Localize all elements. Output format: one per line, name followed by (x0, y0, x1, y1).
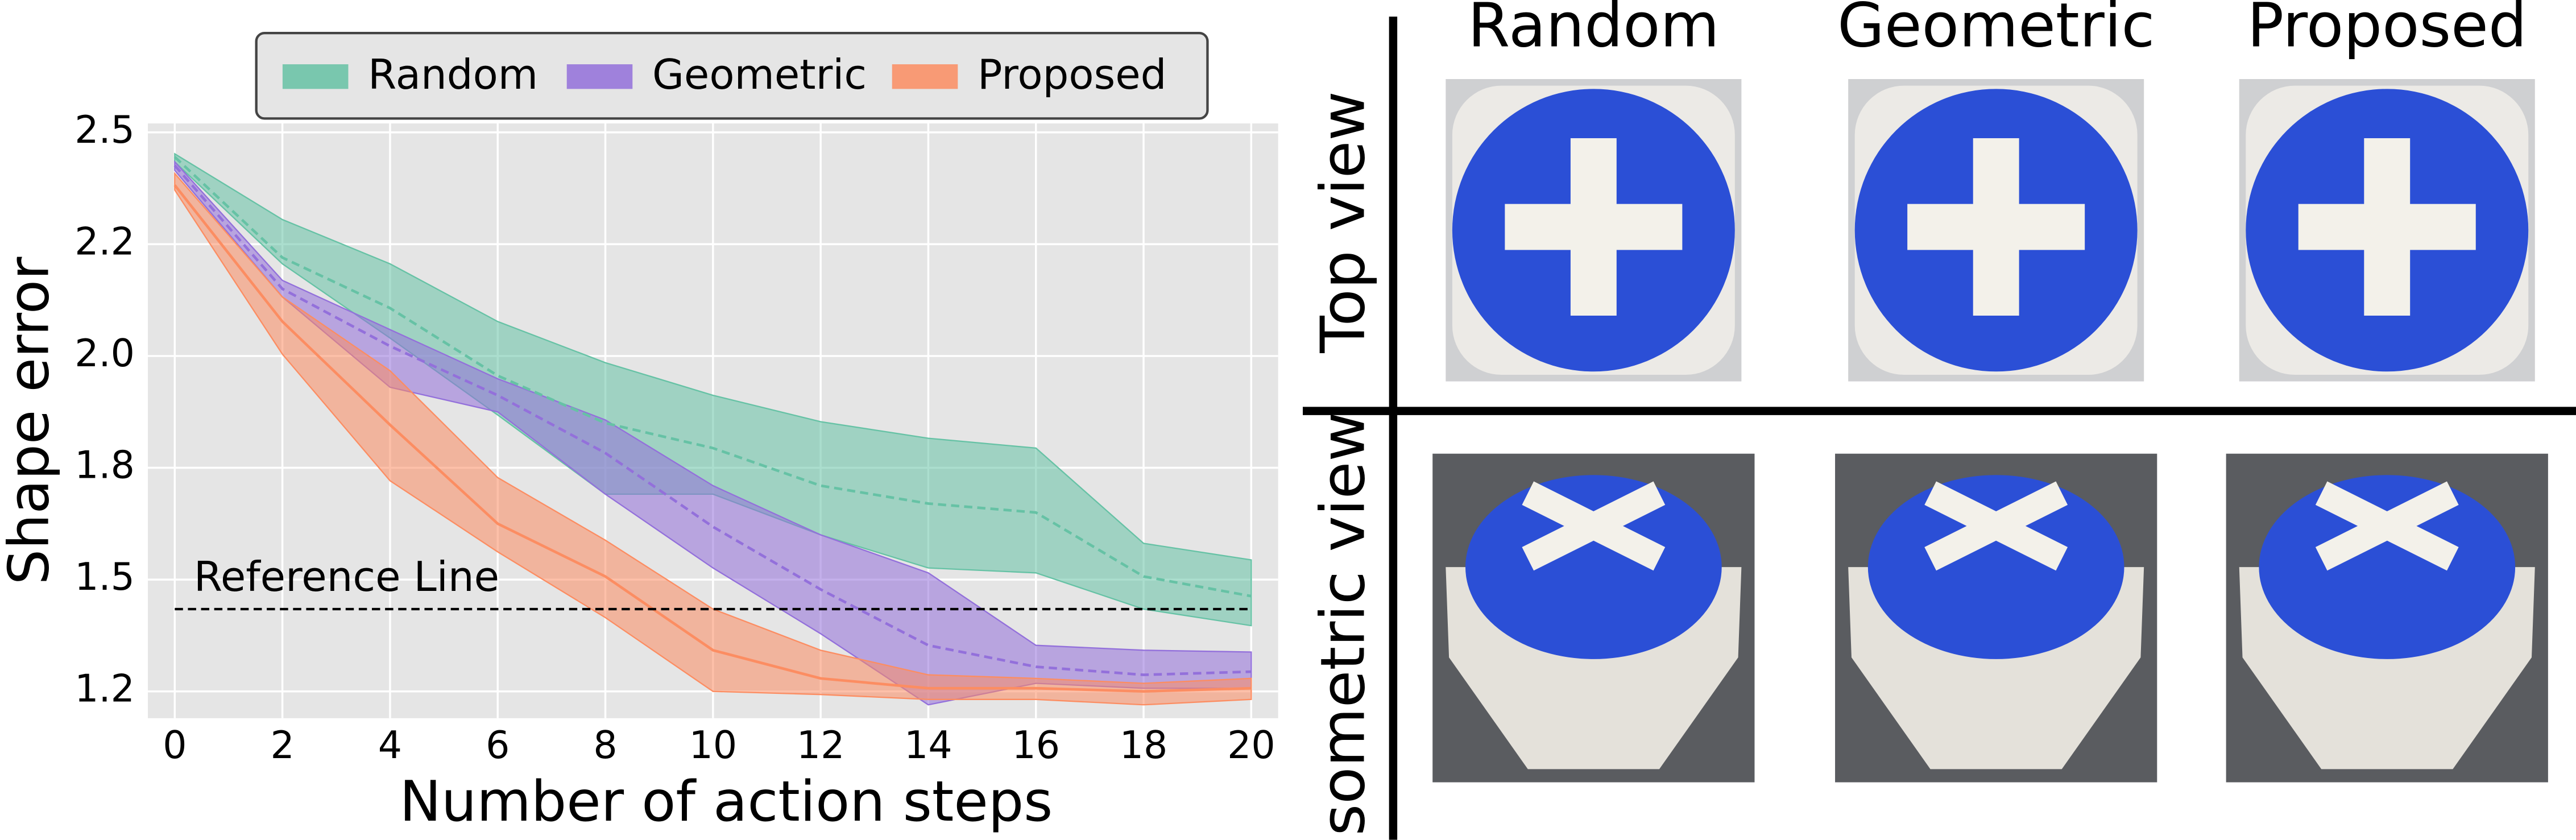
photo-part (1465, 475, 1722, 659)
row-header: Isometric view (1308, 412, 1378, 840)
photo-panel: Random Geometric Proposed Top view Isometric… (1303, 0, 2576, 840)
legend-swatch (892, 64, 958, 89)
x-tick-label: 20 (1227, 723, 1275, 767)
photo-part (2298, 138, 2476, 316)
x-tick-label: 14 (904, 723, 952, 767)
x-tick-label: 2 (270, 723, 294, 767)
legend-box (255, 31, 1209, 120)
reference-label: Reference Line (194, 553, 499, 601)
photo-part (2259, 475, 2516, 659)
y-tick-label: 1.5 (74, 555, 135, 599)
photo-part (1867, 475, 2124, 659)
y-tick-label: 1.8 (74, 443, 135, 487)
photo-part (1924, 481, 2068, 571)
y-tick-label: 2.2 (74, 219, 135, 263)
legend-label: Proposed (978, 51, 1166, 99)
column-header: Proposed (2247, 0, 2527, 61)
x-axis-label: Number of action steps (400, 769, 1053, 834)
photo-part (2315, 481, 2459, 571)
y-tick-label: 1.2 (74, 667, 135, 711)
legend-label: Geometric (652, 51, 867, 99)
column-header: Random (1468, 0, 1719, 61)
y-axis-label: Shape error (0, 256, 62, 585)
photo-part (1505, 138, 1683, 316)
legend-label: Random (368, 51, 538, 99)
x-tick-label: 12 (797, 723, 845, 767)
x-tick-label: 18 (1120, 723, 1168, 767)
x-tick-label: 8 (593, 723, 617, 767)
photo-part (1907, 138, 2085, 316)
x-tick-label: 16 (1012, 723, 1060, 767)
marks: Reference Line (173, 152, 1252, 706)
y-tick-label: 2.5 (74, 107, 135, 152)
mean-line (173, 156, 1252, 598)
row-header: Top view (1308, 91, 1378, 353)
photo-part (1522, 481, 1666, 571)
legend-swatch (566, 64, 633, 89)
labels: Number of action steps Shape error (0, 256, 1053, 834)
grid: 0 2 4 6 8 10 12 14 16 18 20 1.2 1.5 1.8 2.0 2.2 2.5 (74, 107, 1278, 767)
band (174, 172, 1252, 706)
legend-swatch (282, 64, 349, 89)
x-tick-label: 0 (163, 723, 187, 767)
x-tick-label: 4 (378, 723, 402, 767)
mean-line (173, 184, 1252, 693)
column-header: Geometric (1837, 0, 2155, 61)
x-tick-label: 10 (689, 723, 738, 767)
y-tick-label: 2.0 (74, 331, 135, 375)
x-tick-label: 6 (486, 723, 510, 767)
legend: Random Geometric Proposed (255, 31, 1209, 120)
